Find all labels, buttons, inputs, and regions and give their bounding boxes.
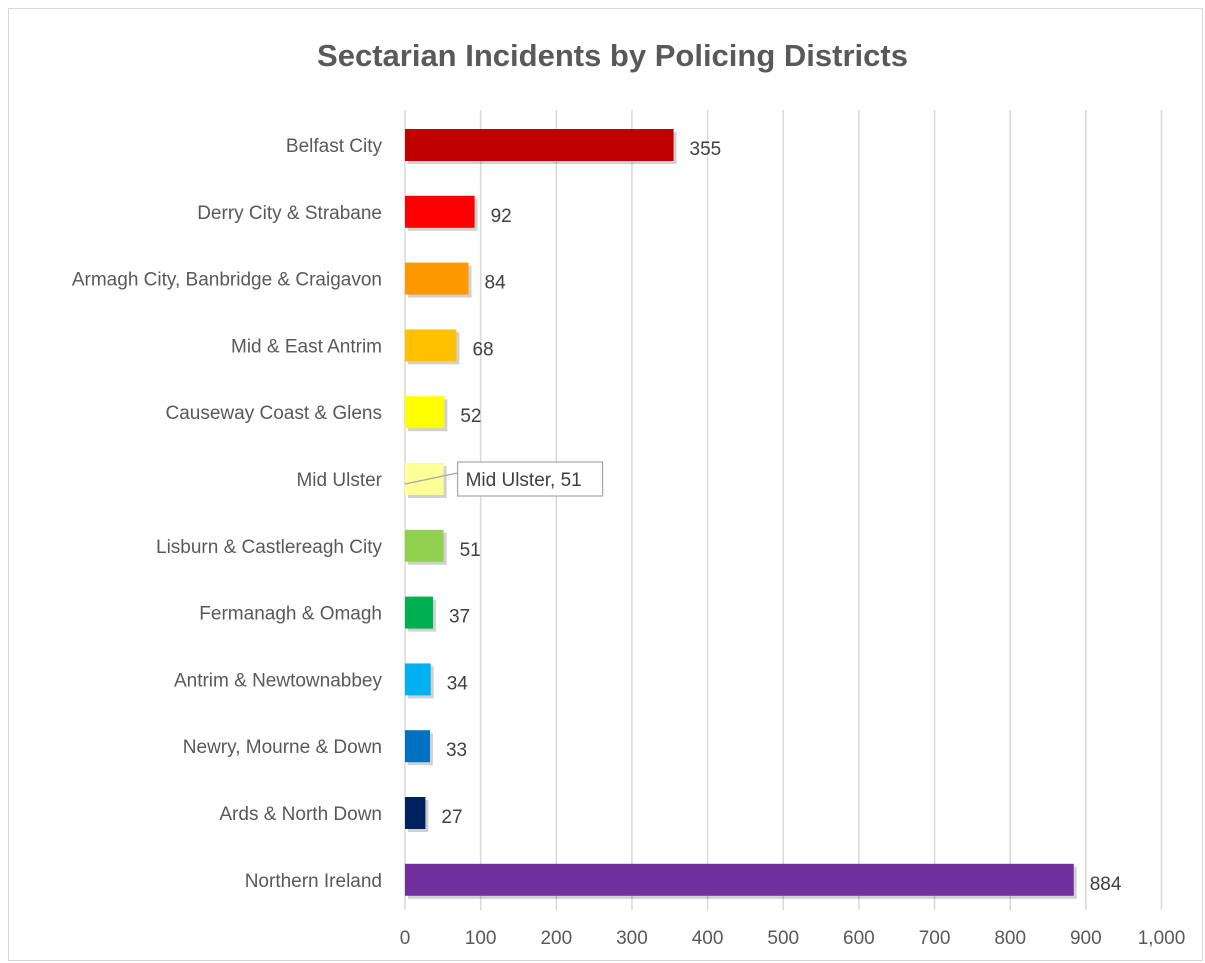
category-label: Lisburn & Castlereagh City xyxy=(156,537,382,558)
data-label: 52 xyxy=(460,406,481,427)
category-label: Derry City & Strabane xyxy=(197,203,382,224)
bar xyxy=(405,195,475,228)
callout-leader xyxy=(404,472,458,485)
category-label: Newry, Mourne & Down xyxy=(183,737,382,758)
data-label: Mid Ulster, 51 xyxy=(466,470,582,491)
bar xyxy=(405,396,445,429)
category-label: Belfast City xyxy=(286,136,383,157)
data-label: 884 xyxy=(1090,874,1122,895)
category-label: Causeway Coast & Glens xyxy=(166,403,383,424)
category-label: Mid Ulster xyxy=(296,470,382,491)
category-label: Antrim & Newtownabbey xyxy=(174,670,383,691)
bar xyxy=(405,863,1074,896)
callout-box xyxy=(456,461,604,497)
x-tick-label: 600 xyxy=(843,928,875,949)
data-label: 27 xyxy=(441,807,462,828)
bar xyxy=(405,262,469,295)
bar xyxy=(405,329,457,362)
x-tick-label: 800 xyxy=(994,928,1026,949)
data-label: 92 xyxy=(491,206,512,227)
bar xyxy=(405,129,674,161)
x-tick-label: 0 xyxy=(400,928,411,949)
chart-frame xyxy=(8,8,1203,961)
data-label: 51 xyxy=(460,540,481,561)
data-label: 34 xyxy=(447,673,469,694)
x-tick-label: 700 xyxy=(919,928,951,949)
category-label: Armagh City, Banbridge & Craigavon xyxy=(72,270,382,291)
category-label: Ards & North Down xyxy=(219,804,382,825)
data-label: 355 xyxy=(690,139,722,160)
category-label: Fermanagh & Omagh xyxy=(199,604,382,625)
data-label: 37 xyxy=(449,607,470,628)
bar xyxy=(405,730,430,763)
data-label: 68 xyxy=(472,339,493,360)
x-tick-label: 900 xyxy=(1070,928,1102,949)
x-tick-label: 200 xyxy=(540,928,572,949)
data-label: 33 xyxy=(446,740,467,761)
x-tick-label: 500 xyxy=(767,928,799,949)
x-tick-label: 300 xyxy=(616,928,648,949)
x-tick-label: 100 xyxy=(465,928,497,949)
x-tick-label: 1,000 xyxy=(1138,928,1186,949)
bar xyxy=(405,663,431,696)
x-tick-label: 400 xyxy=(692,928,724,949)
data-label: 84 xyxy=(485,273,507,294)
category-label: Northern Ireland xyxy=(245,871,382,892)
bar xyxy=(405,797,426,829)
bar xyxy=(405,463,444,495)
bar xyxy=(405,529,444,562)
category-label: Mid & East Antrim xyxy=(231,336,382,357)
chart-title: Sectarian Incidents by Policing District… xyxy=(317,38,908,73)
bar xyxy=(405,596,433,629)
